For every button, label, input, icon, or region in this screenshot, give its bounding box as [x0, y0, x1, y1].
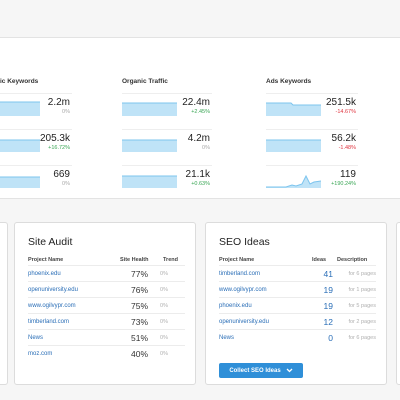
project-link[interactable]: openuniversity.edu [219, 319, 269, 325]
card-partial-left [0, 222, 8, 385]
metric-change: +2.45% [191, 109, 210, 115]
column-header-ads-keywords: Ads Keywords [266, 78, 312, 85]
metric-change: -14.67% [335, 109, 357, 115]
chevron-down-icon [286, 368, 293, 373]
ideas-description: for 5 pages [348, 303, 376, 309]
sparkline [122, 175, 177, 188]
project-link[interactable]: www.ogilvypr.com [219, 287, 267, 293]
metric-value: 119 [340, 169, 356, 180]
metric-cell[interactable]: 119 +190.24% [266, 165, 358, 191]
table-row: phoenix.edu 19 for 5 pages [219, 297, 376, 313]
sparkline [266, 174, 321, 188]
table-row: moz.com 40% 0% [28, 345, 185, 361]
metric-change: +190.24% [331, 181, 356, 187]
column-header-ideas: Ideas [312, 257, 327, 263]
sparkline [0, 101, 40, 116]
sparkline [266, 102, 321, 116]
project-link[interactable]: www.ogilvypr.com [28, 303, 76, 309]
collect-seo-ideas-label: Collect SEO Ideas [229, 367, 281, 374]
column-header-organic-traffic: Organic Traffic [122, 78, 168, 85]
ideas-count-link[interactable]: 41 [323, 269, 333, 279]
table-row: www.ogilvypr.com 75% 0% [28, 297, 185, 313]
table-row: News 51% 0% [28, 329, 185, 345]
ideas-description: for 2 pages [348, 319, 376, 325]
metric-cell[interactable]: 21.1k +0.63% [122, 165, 212, 191]
column-header-description: Description [337, 257, 368, 263]
site-health-value: 75% [130, 301, 148, 311]
column-header-trend: Trend [163, 257, 178, 263]
ideas-description: for 6 pages [348, 271, 376, 277]
metric-value: 2.2m [47, 97, 70, 108]
trend-value: 0% [160, 319, 168, 325]
sparkline [122, 139, 177, 152]
ideas-count-link[interactable]: 12 [323, 317, 333, 327]
metric-cell[interactable]: 251.5k -14.67% [266, 93, 358, 119]
seo-ideas-card: SEO Ideas Project Name Ideas Description… [205, 222, 387, 385]
site-health-value: 40% [130, 349, 148, 359]
table-row: phoenix.edu 77% 0% [28, 265, 185, 281]
trend-value: 0% [160, 271, 168, 277]
metric-change: 0% [62, 109, 70, 115]
project-link[interactable]: openuniversity.edu [28, 287, 78, 293]
project-link[interactable]: timberland.com [28, 319, 70, 325]
site-audit-card: Site Audit Project Name Site Health Tren… [14, 222, 196, 385]
site-health-value: 51% [130, 333, 148, 343]
site-health-value: 77% [130, 269, 148, 279]
ideas-count-link[interactable]: 19 [323, 301, 333, 311]
project-link[interactable]: News [28, 335, 44, 341]
table-row: timberland.com 73% 0% [28, 313, 185, 329]
metric-change: -1.48% [338, 145, 356, 151]
metric-value: 21.1k [185, 169, 210, 180]
column-header-site-health: Site Health [120, 257, 149, 263]
ideas-description: for 6 pages [348, 335, 376, 341]
site-health-value: 73% [130, 317, 148, 327]
trend-value: 0% [160, 351, 168, 357]
metric-change: +0.63% [191, 181, 210, 187]
metric-value: 4.2m [187, 133, 210, 144]
ideas-description: for 1 pages [348, 287, 376, 293]
sparkline [0, 176, 40, 188]
trend-value: 0% [160, 303, 168, 309]
table-row: timberland.com 41 for 6 pages [219, 265, 376, 281]
metric-value: 56.2k [331, 133, 356, 144]
metric-value: 205.3k [39, 133, 70, 144]
project-link[interactable]: timberland.com [219, 271, 261, 277]
site-health-value: 76% [130, 285, 148, 295]
seo-ideas-title: SEO Ideas [219, 236, 270, 248]
column-header-organic-keywords: ic Keywords [0, 78, 39, 85]
metric-value: 22.4m [182, 97, 210, 108]
table-row: News 0 for 6 pages [219, 329, 376, 345]
sparkline [266, 139, 321, 152]
trend-value: 0% [160, 287, 168, 293]
trend-value: 0% [160, 335, 168, 341]
table-row: openuniversity.edu 12 for 2 pages [219, 313, 376, 329]
metric-change: 0% [202, 145, 210, 151]
column-header-project-name: Project Name [28, 257, 64, 263]
project-link[interactable]: phoenix.edu [28, 271, 61, 277]
project-link[interactable]: moz.com [28, 351, 53, 357]
ideas-count-link[interactable]: 19 [323, 285, 333, 295]
collect-seo-ideas-button[interactable]: Collect SEO Ideas [219, 363, 303, 378]
metric-cell[interactable]: 22.4m +2.45% [122, 93, 212, 119]
column-header-project-name: Project Name [219, 257, 255, 263]
site-audit-title: Site Audit [28, 236, 73, 248]
metric-value: 669 [53, 169, 70, 180]
table-row: openuniversity.edu 76% 0% [28, 281, 185, 297]
project-link[interactable]: News [219, 335, 235, 341]
metrics-panel: ic Keywords Organic Traffic Ads Keywords… [0, 37, 400, 199]
table-row: www.ogilvypr.com 19 for 1 pages [219, 281, 376, 297]
metric-cell[interactable]: 669 0% [0, 165, 72, 191]
sparkline [122, 102, 177, 116]
metric-value: 251.5k [325, 97, 356, 108]
metric-change: +16.72% [48, 145, 70, 151]
metric-cell[interactable]: 4.2m 0% [122, 129, 212, 155]
metric-cell[interactable]: 2.2m 0% [0, 93, 72, 119]
card-partial-right [396, 222, 400, 385]
sparkline [0, 139, 40, 152]
ideas-count-link[interactable]: 0 [328, 333, 333, 343]
metric-cell[interactable]: 205.3k +16.72% [0, 129, 72, 155]
metric-cell[interactable]: 56.2k -1.48% [266, 129, 358, 155]
metric-change: 0% [62, 181, 70, 187]
project-link[interactable]: phoenix.edu [219, 303, 252, 309]
